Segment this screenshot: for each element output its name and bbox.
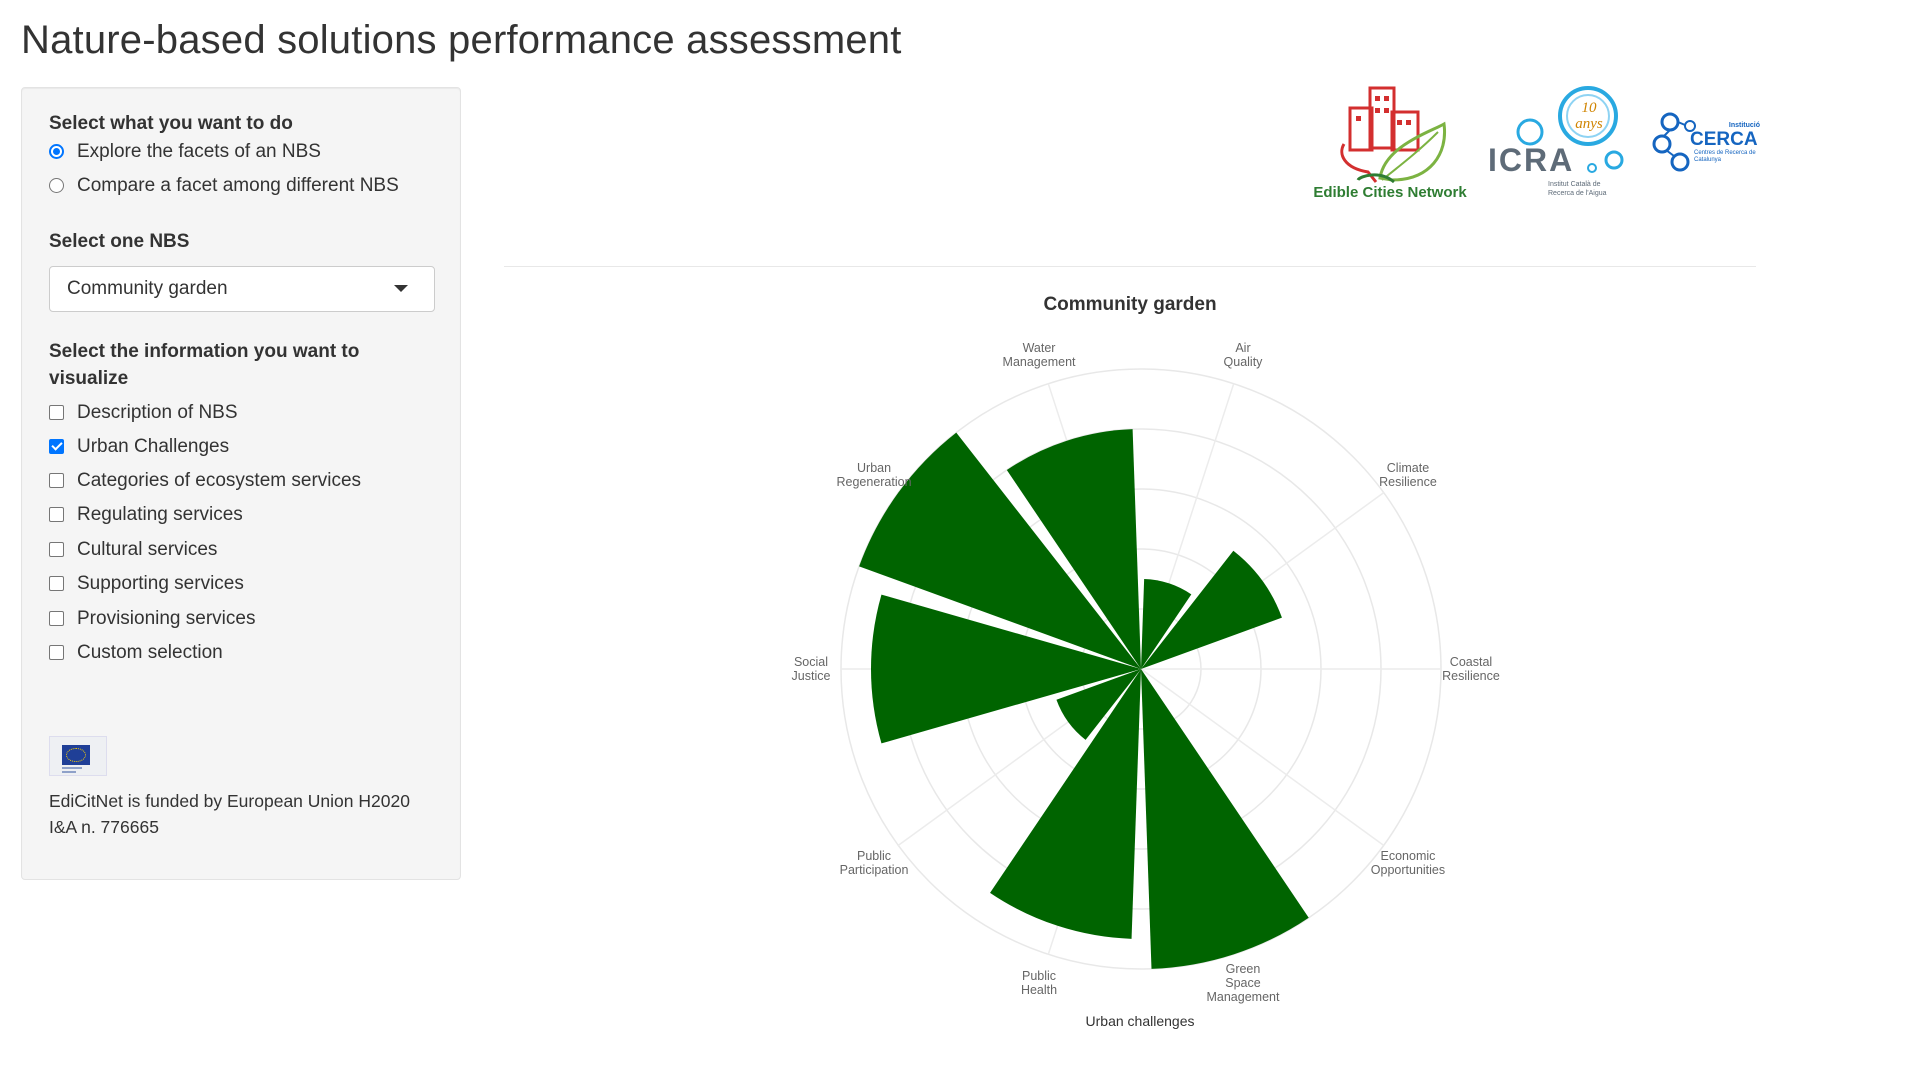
bar-public-health[interactable] (990, 669, 1141, 939)
checkbox-regulating[interactable] (49, 507, 64, 522)
bar-air-quality[interactable] (1141, 579, 1192, 669)
checkbox-categories[interactable] (49, 473, 64, 488)
checkbox-supporting[interactable] (49, 576, 64, 591)
category-label: Social Justice (792, 655, 831, 683)
info-option-label: Regulating services (77, 503, 243, 525)
edible-cities-logo-graphic (1340, 86, 1447, 184)
nbs-select[interactable]: Community garden (49, 266, 435, 312)
funding-text: EdiCitNet is funded by European Union H2… (49, 791, 410, 837)
caret-down-icon (394, 285, 408, 292)
bar-public-participation[interactable] (1056, 669, 1141, 740)
grid-radial-line (1140, 668, 1385, 846)
icra-logo: 10 anys ICRA Institut Català de Recerca … (1488, 84, 1628, 204)
edible-cities-logo-text: Edible Cities Network (1313, 184, 1467, 201)
mode-option-compare[interactable]: Compare a facet among different NBS (49, 172, 399, 199)
mode-option-label: Compare a facet among different NBS (77, 174, 399, 196)
bar-climate-resilience[interactable] (1141, 550, 1282, 669)
info-option-label: Provisioning services (77, 607, 256, 629)
chart-x-axis-title: Urban challenges (1085, 1013, 1195, 1029)
category-label: Green Space Management (1206, 962, 1279, 1004)
cerca-logo-graphic (1652, 112, 1696, 172)
bar-water-management[interactable] (1006, 429, 1141, 669)
edible-cities-logo: Edible Cities Network (1310, 84, 1470, 204)
info-option-label: Custom selection (77, 641, 223, 663)
category-label: Coastal Resilience (1442, 655, 1500, 683)
mode-option-label: Explore the facets of an NBS (77, 140, 321, 162)
info-option-urban-challenges[interactable]: Urban Challenges (49, 433, 229, 460)
category-label: Public Health (1021, 969, 1057, 997)
divider (504, 266, 1756, 267)
icra-logo-text: ICRA (1488, 142, 1575, 178)
cerca-top-text: Institució (1728, 122, 1760, 129)
info-option-custom[interactable]: Custom selection (49, 639, 223, 666)
chart-title: Community garden (1043, 294, 1217, 315)
cerca-logo-text: CERCA (1690, 129, 1758, 150)
info-option-regulating[interactable]: Regulating services (49, 501, 243, 528)
info-option-cultural[interactable]: Cultural services (49, 536, 217, 563)
category-label: Air Quality (1224, 341, 1264, 369)
info-option-label: Cultural services (77, 538, 218, 560)
radio-compare[interactable] (49, 178, 64, 193)
info-option-categories[interactable]: Categories of ecosystem services (49, 467, 361, 494)
icra-subtitle: Institut Català de Recerca de l'Aigua (1548, 181, 1607, 197)
sidebar-panel: Select what you want to do Explore the f… (21, 87, 461, 880)
info-option-label: Urban Challenges (77, 435, 230, 457)
mode-option-explore[interactable]: Explore the facets of an NBS (49, 138, 321, 165)
category-label: Public Participation (840, 849, 909, 877)
info-option-provisioning[interactable]: Provisioning services (49, 605, 255, 632)
icra-logo-graphic (1516, 86, 1624, 173)
page-title: Nature-based solutions performance asses… (21, 18, 902, 62)
cerca-subtitle: Centres de Recerca de Catalunya (1694, 150, 1756, 163)
bar-green-space-management[interactable] (1141, 669, 1309, 969)
checkbox-cultural[interactable] (49, 542, 64, 557)
bar-urban-regeneration[interactable] (859, 432, 1141, 669)
category-label: Economic Opportunities (1371, 849, 1445, 877)
bar-social-justice[interactable] (870, 594, 1141, 744)
checkbox-provisioning[interactable] (49, 611, 64, 626)
category-label: Water Management (1003, 341, 1076, 369)
info-label: Select the information you want to visua… (49, 341, 360, 389)
info-option-label: Description of NBS (77, 401, 238, 423)
eu-flag-icon (49, 736, 107, 776)
info-option-label: Categories of ecosystem services (77, 469, 362, 491)
nbs-label: Select one NBS (49, 231, 190, 252)
mode-label: Select what you want to do (49, 113, 293, 134)
checkbox-description[interactable] (49, 405, 64, 420)
category-label: Climate Resilience (1379, 461, 1437, 489)
info-option-supporting[interactable]: Supporting services (49, 570, 244, 597)
nbs-select-value: Community garden (67, 278, 228, 299)
radio-explore[interactable] (49, 144, 64, 159)
info-option-description[interactable]: Description of NBS (49, 399, 238, 426)
category-label: Urban Regeneration (836, 461, 911, 489)
info-option-label: Supporting services (77, 572, 244, 594)
cerca-logo: Institució CERCA Centres de Recerca de C… (1652, 110, 1762, 180)
icra-years-text: 10 anys (1575, 100, 1603, 132)
checkbox-urban-challenges[interactable] (49, 439, 64, 454)
checkbox-custom[interactable] (49, 645, 64, 660)
